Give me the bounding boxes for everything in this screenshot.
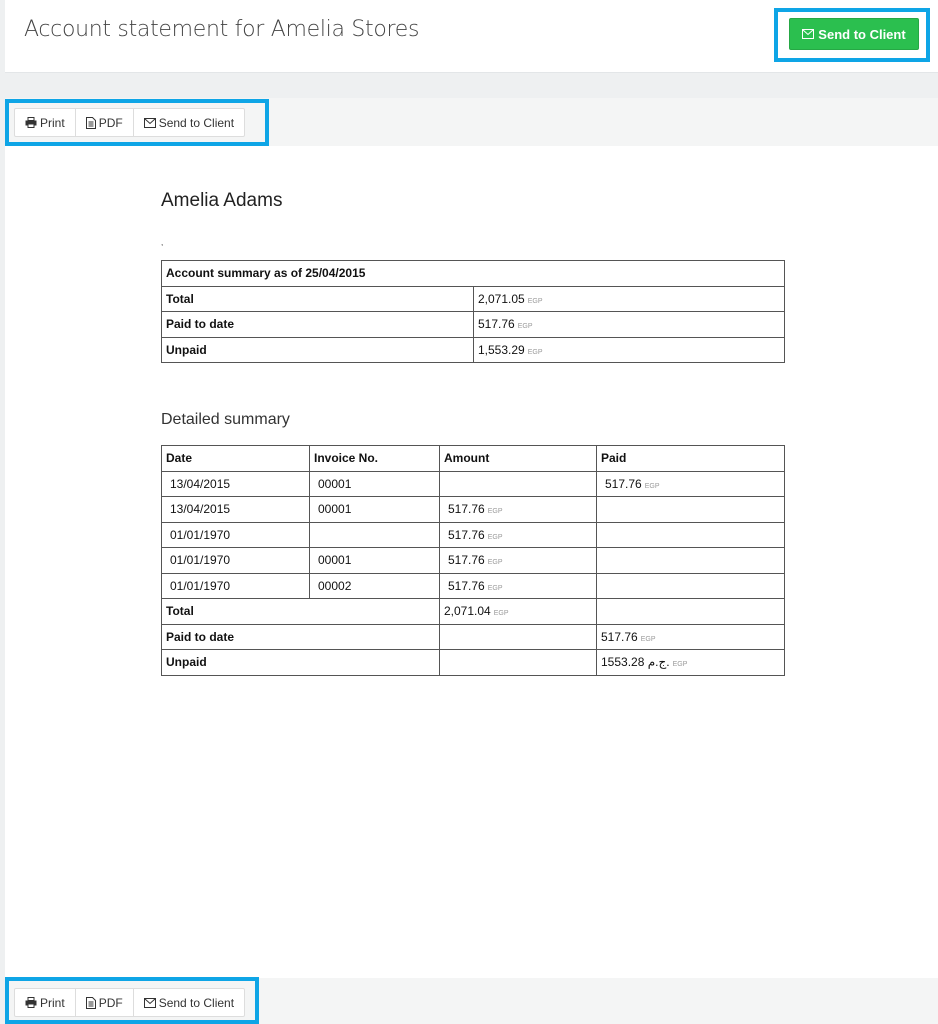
cell-paid xyxy=(596,572,785,599)
cell-amount: 517.76 EGP xyxy=(439,521,597,548)
cell-amount: 517.76 EGP xyxy=(439,496,597,523)
unpaid-row: Unpaid 1553.28 ج.م. EGP xyxy=(161,649,785,676)
row-label: Unpaid xyxy=(161,649,440,676)
printer-icon xyxy=(25,117,37,128)
col-header-amount: Amount xyxy=(439,445,597,472)
pdf-label: PDF xyxy=(98,995,123,1010)
highlight-box xyxy=(5,977,259,1024)
cell-date: 13/04/2015 xyxy=(161,496,310,523)
print-button[interactable]: Print xyxy=(15,989,76,1016)
file-icon xyxy=(85,996,96,1009)
cell-paid xyxy=(596,496,785,523)
send-to-client-button-bottom[interactable]: Send to Client xyxy=(134,989,244,1016)
send-label: Send to Client xyxy=(158,115,235,130)
file-icon xyxy=(85,116,96,129)
page-title: Account statement for Amelia Stores xyxy=(24,17,420,42)
pdf-button[interactable]: PDF xyxy=(76,109,134,136)
highlight-box xyxy=(774,8,930,62)
cell-amount: 517.76 EGP xyxy=(439,572,597,599)
detailed-summary-table: Date Invoice No. Amount Paid 13/04/2015 0… xyxy=(161,445,785,676)
cell-date: 01/01/1970 xyxy=(161,572,310,599)
pdf-button[interactable]: PDF xyxy=(76,989,134,1016)
page-header: Account statement for Amelia Stores xyxy=(5,0,938,73)
row-label: Total xyxy=(161,598,440,625)
table-row: 01/01/1970 00002 517.76 EGP xyxy=(161,572,785,599)
address-separator: , xyxy=(161,238,164,247)
row-label: Total xyxy=(161,285,474,312)
account-summary-table: Account summary as of 25/04/2015 Total 2,… xyxy=(161,260,785,363)
row-label: Unpaid xyxy=(161,336,474,363)
detailed-summary-title: Detailed summary xyxy=(161,411,290,428)
cell-date: 01/01/1970 xyxy=(161,521,310,548)
row-label: Paid to date xyxy=(161,623,440,650)
row-value: 517.76 EGP xyxy=(473,311,785,338)
cell-invoice: 00001 xyxy=(309,470,440,497)
paid-row: Paid to date 517.76 EGP xyxy=(161,623,785,650)
header-row: Date Invoice No. Amount Paid xyxy=(161,445,785,472)
client-name: Amelia Adams xyxy=(161,190,283,211)
table-row: Paid to date 517.76 EGP xyxy=(161,311,785,338)
cell-paid xyxy=(596,521,785,548)
table-row: Total 2,071.05 EGP xyxy=(161,285,785,312)
total-row: Total 2,071.04 EGP xyxy=(161,598,785,625)
cell-date: 13/04/2015 xyxy=(161,470,310,497)
col-header-date: Date xyxy=(161,445,310,472)
send-label: Send to Client xyxy=(158,995,235,1010)
unpaid-value: 1553.28 ج.م. EGP xyxy=(596,649,785,676)
table-row: 01/01/1970 00001 517.76 EGP xyxy=(161,547,785,574)
total-amount: 2,071.04 EGP xyxy=(439,598,597,625)
envelope-icon xyxy=(802,29,815,39)
col-header-paid: Paid xyxy=(596,445,785,472)
pdf-label: PDF xyxy=(98,115,123,130)
envelope-icon xyxy=(143,997,156,1008)
top-button-group: Print PDF Send to Client xyxy=(14,108,246,137)
col-header-invoice: Invoice No. xyxy=(309,445,440,472)
cell-paid: 517.76 EGP xyxy=(596,470,785,497)
row-value: 1,553.29 EGP xyxy=(473,336,785,363)
table-row: 13/04/2015 00001 517.76 EGP xyxy=(161,496,785,523)
row-value: 2,071.05 EGP xyxy=(473,285,785,312)
envelope-icon xyxy=(143,117,156,128)
summary-heading: Account summary as of 25/04/2015 xyxy=(161,260,785,287)
table-row: 13/04/2015 00001 517.76 EGP xyxy=(161,470,785,497)
table-row: 01/01/1970 517.76 EGP xyxy=(161,521,785,548)
send-to-client-button[interactable]: Send to Client xyxy=(789,18,919,50)
cell-paid xyxy=(596,547,785,574)
paid-value: 517.76 EGP xyxy=(596,623,785,650)
send-button-label: Send to Client xyxy=(818,26,906,42)
cell-date: 01/01/1970 xyxy=(161,547,310,574)
print-button[interactable]: Print xyxy=(15,109,76,136)
cell-amount: 517.76 EGP xyxy=(439,547,597,574)
print-label: Print xyxy=(40,995,65,1010)
cell-invoice: 00001 xyxy=(309,496,440,523)
print-label: Print xyxy=(40,115,65,130)
cell-invoice xyxy=(309,521,440,548)
cell-invoice: 00002 xyxy=(309,572,440,599)
bottom-button-group: Print PDF Send to Client xyxy=(14,988,246,1017)
cell-invoice: 00001 xyxy=(309,547,440,574)
table-row: Unpaid 1,553.29 EGP xyxy=(161,336,785,363)
printer-icon xyxy=(25,997,37,1008)
cell-amount xyxy=(439,470,597,497)
send-to-client-button-top[interactable]: Send to Client xyxy=(134,109,244,136)
highlight-box xyxy=(5,99,269,146)
row-label: Paid to date xyxy=(161,311,474,338)
